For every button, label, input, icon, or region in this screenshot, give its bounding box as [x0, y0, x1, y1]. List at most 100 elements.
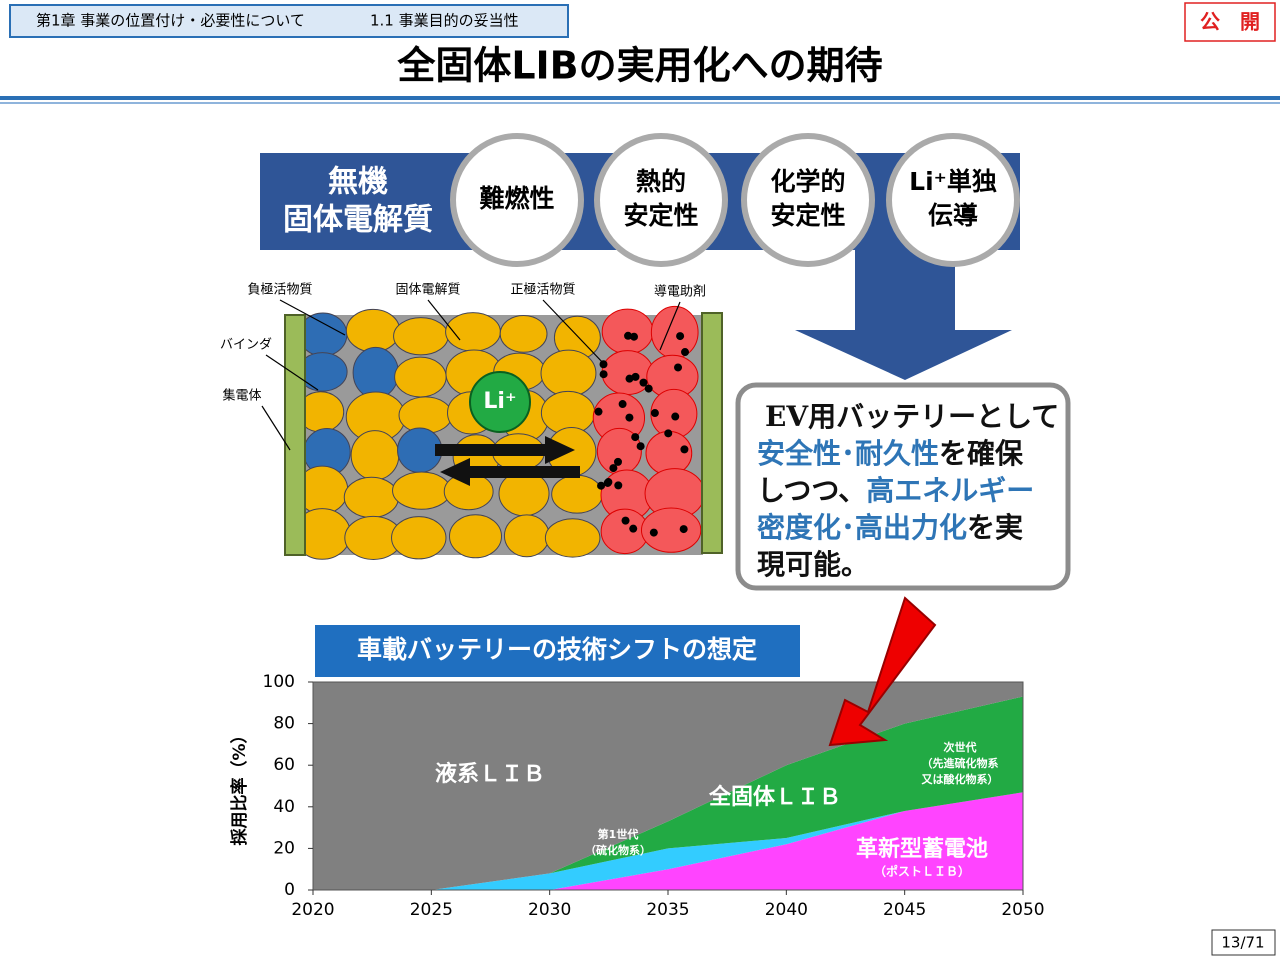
particle — [345, 308, 401, 353]
conductive-dot — [639, 378, 648, 387]
down-arrow — [795, 250, 1012, 380]
diagram-label: 導電助剤 — [654, 284, 706, 300]
diagram-label: 正極活物質 — [510, 282, 575, 298]
particle — [540, 349, 597, 397]
series-sublabel: （硫化物系） — [585, 843, 651, 857]
conductive-dot — [614, 481, 623, 490]
area — [313, 792, 1023, 890]
particle — [343, 476, 399, 519]
callout-box — [735, 382, 1071, 591]
callout-line: 安全性･耐久性を確保 — [757, 437, 1024, 470]
property-circle — [450, 133, 584, 267]
title: 全固体LIBの実用化への期待 — [396, 44, 882, 88]
property-text: 安定性 — [623, 201, 698, 230]
property-text: 安定性 — [770, 201, 845, 230]
series-label: 革新型蓄電池 — [856, 836, 988, 862]
particle — [298, 312, 348, 357]
x-tick-label: 2040 — [765, 900, 808, 920]
conductive-dot — [649, 528, 658, 537]
conductive-dot — [671, 412, 680, 421]
conductive-dot — [625, 374, 634, 383]
y-tick-label: 60 — [273, 755, 295, 775]
conductive-dot — [679, 525, 688, 534]
particle — [391, 516, 447, 560]
callout-segment: を確保 — [939, 437, 1024, 470]
property-text: Li⁺単独 — [909, 167, 997, 196]
leader-line — [659, 301, 681, 351]
diagram-label: 集電体 — [222, 388, 261, 404]
x-tick-label: 2035 — [646, 900, 689, 920]
series-sublabel: 又は酸化物系） — [921, 772, 999, 786]
callout-line: 現可能。 — [757, 548, 869, 581]
callout-line: 密度化･高出力化を実 — [757, 511, 1023, 544]
conductive-dot — [609, 464, 618, 473]
property-text: 難燃性 — [479, 184, 554, 213]
callout-segment: 密度化･高出力化 — [757, 511, 967, 544]
particle — [350, 430, 400, 481]
callout-line: EV用バッテリーとして — [765, 400, 1059, 433]
y-tick-label: 100 — [263, 672, 295, 692]
leader-line — [265, 354, 319, 391]
callout-segment: 安全性･耐久性 — [757, 437, 939, 470]
chart-title: 車載バッテリーの技術シフトの想定 — [357, 635, 757, 664]
conductive-dot — [629, 524, 638, 533]
particle — [398, 396, 453, 434]
conductive-dot — [650, 409, 659, 418]
conductive-dot — [636, 442, 645, 451]
leader-line — [279, 299, 346, 336]
conductive-dot — [618, 400, 627, 409]
particle — [393, 317, 449, 356]
conductive-dot — [631, 433, 640, 442]
callout-segment: 高エネルギー — [866, 474, 1034, 507]
badge-box — [1184, 2, 1276, 42]
conductive-dot — [597, 481, 606, 490]
leader-line — [261, 405, 291, 451]
conductive-dot — [644, 384, 653, 393]
particle — [448, 514, 503, 559]
property-text: 熱的 — [636, 167, 686, 196]
conductive-dot — [613, 457, 622, 466]
red-arrow — [828, 596, 937, 747]
diagram-label: 負極活物質 — [247, 282, 312, 298]
series-sublabel: （先進硫化物系 — [922, 756, 999, 770]
particle — [499, 314, 548, 353]
particle — [392, 471, 452, 510]
chapter: 第1章 事業の位置付け・必要性について — [36, 12, 305, 30]
conductive-dot — [594, 407, 603, 416]
diagram-label: 固体電解質 — [395, 283, 460, 298]
x-tick-label: 2030 — [528, 900, 571, 920]
banner-label: 無機 — [328, 165, 388, 200]
arrow-left — [440, 458, 580, 486]
badge: 公 開 — [1200, 10, 1260, 34]
y-tick-label: 0 — [284, 880, 295, 900]
conductive-dot — [674, 363, 683, 372]
breadcrumb-box — [9, 4, 569, 38]
arrow-right — [435, 436, 575, 464]
callout-line: しつつ、高エネルギー — [757, 474, 1034, 507]
particle — [503, 514, 550, 558]
property-circle — [886, 133, 1020, 267]
particle — [551, 474, 603, 514]
property-text: 伝導 — [928, 201, 978, 230]
page-number: 13/71 — [1221, 934, 1264, 952]
diagram-label: バインダ — [220, 338, 272, 353]
particle — [394, 356, 447, 398]
conductive-dot — [664, 429, 673, 438]
particle — [640, 507, 702, 553]
callout-segment: しつつ、 — [757, 474, 866, 507]
y-axis-label: 採用比率（%） — [229, 726, 250, 845]
area — [313, 696, 1023, 890]
x-tick-label: 2050 — [1001, 900, 1044, 920]
rule — [0, 102, 1280, 104]
series-label: 第1世代 — [598, 827, 639, 841]
section: 1.1 事業目的の妥当性 — [370, 12, 519, 30]
particle — [352, 346, 399, 399]
chart-title-box — [315, 625, 800, 677]
conductive-dot — [621, 516, 630, 525]
callout-segment: EV用バッテリーとして — [765, 400, 1059, 433]
leader-line — [542, 299, 606, 366]
series-sublabel: （ポストＬＩＢ） — [874, 864, 970, 879]
series-label: 液系ＬＩＢ — [435, 761, 545, 787]
li-ion-label: Li⁺ — [483, 389, 516, 414]
